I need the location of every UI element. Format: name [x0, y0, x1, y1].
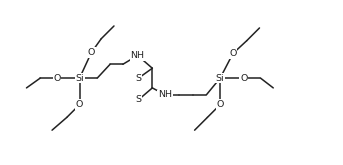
- Text: O: O: [53, 74, 61, 82]
- Text: O: O: [240, 74, 247, 82]
- Text: S: S: [135, 74, 142, 82]
- Text: S: S: [135, 95, 142, 104]
- Text: Si: Si: [75, 74, 84, 82]
- Text: O: O: [216, 100, 224, 109]
- Text: NH: NH: [131, 51, 145, 60]
- Text: O: O: [76, 100, 83, 109]
- Text: Si: Si: [216, 74, 224, 82]
- Text: NH: NH: [158, 90, 172, 99]
- Text: O: O: [88, 48, 95, 57]
- Text: O: O: [229, 49, 237, 58]
